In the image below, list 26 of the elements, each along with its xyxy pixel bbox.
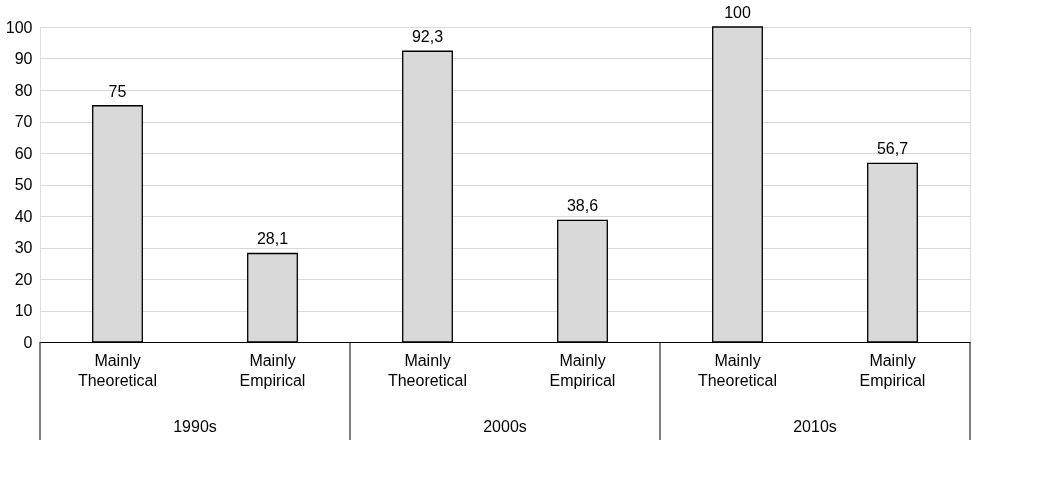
data-label: 28,1	[256, 230, 289, 248]
x-tick-label: Mainly Theoretical	[697, 351, 778, 389]
data-label: 38,6	[566, 197, 599, 215]
data-label: 92,3	[411, 28, 444, 46]
y-tick-label: 40	[14, 207, 33, 225]
x-tick-label: Mainly Empirical	[549, 351, 616, 389]
x-tick-label: Mainly Empirical	[859, 351, 926, 389]
y-tick-label: 100	[5, 18, 33, 36]
x-tick-label: Mainly Theoretical	[77, 351, 158, 389]
text: 2000s	[483, 418, 527, 435]
y-tick-label: 50	[14, 176, 33, 193]
data-label: 100	[724, 4, 751, 21]
y-tick-label: 30	[14, 239, 33, 256]
x-tick-label: Mainly Theoretical	[387, 351, 468, 389]
y-tick-label: 90	[14, 50, 33, 67]
text: 1990s	[173, 418, 217, 435]
data-label: 56,7	[876, 140, 909, 158]
y-tick-label: 80	[14, 81, 33, 99]
text: 2010s	[793, 418, 837, 435]
y-tick-label: 20	[14, 270, 33, 288]
y-tick-label: 10	[14, 302, 33, 319]
y-tick-label: 0	[23, 333, 33, 351]
x-tick-label: Mainly Empirical	[239, 351, 306, 389]
data-label: 75	[108, 82, 127, 100]
y-tick-label: 60	[14, 144, 33, 162]
y-tick-label: 70	[14, 113, 33, 130]
